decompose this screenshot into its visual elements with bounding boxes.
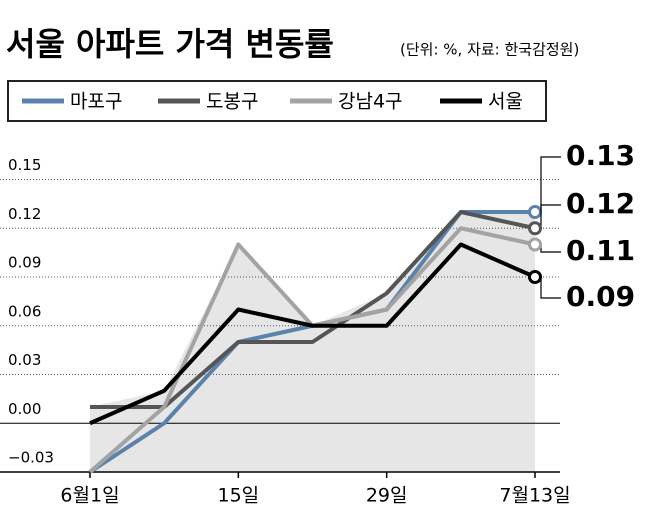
- chart-subtitle: (단위: %, 자료: 한국감정원): [400, 41, 579, 59]
- end-marker: [528, 205, 542, 219]
- legend-label: 마포구: [70, 91, 122, 113]
- label-connector: [540, 244, 561, 253]
- label-connector: [540, 204, 561, 229]
- x-tick-label: 7월13일: [499, 485, 570, 507]
- label-connector: [540, 156, 561, 212]
- y-tick-label: −0.03: [8, 449, 54, 467]
- label-connector: [540, 277, 561, 299]
- y-tick-label: 0.00: [8, 400, 41, 418]
- x-tick-label: 29일: [366, 485, 408, 507]
- legend-label: 강남4구: [338, 91, 403, 113]
- y-tick-label: 0.06: [8, 302, 41, 320]
- value-label: 0.09: [566, 280, 635, 313]
- end-marker: [528, 270, 542, 284]
- y-tick-label: 0.09: [8, 254, 41, 272]
- end-marker: [528, 237, 542, 252]
- value-label: 0.11: [566, 234, 635, 267]
- value-label: 0.12: [566, 187, 635, 220]
- y-tick-label: 0.15: [8, 156, 41, 174]
- legend-box: [7, 80, 547, 122]
- y-tick-label: 0.12: [8, 205, 41, 223]
- legend-label: 서울: [488, 91, 523, 113]
- value-label: 0.13: [566, 139, 635, 172]
- x-tick-label: 15일: [217, 485, 259, 507]
- x-tick-label: 6월1일: [60, 485, 119, 507]
- y-tick-label: 0.03: [8, 351, 41, 369]
- legend-label: 도봉구: [206, 91, 258, 113]
- chart-title: 서울 아파트 가격 변동률: [6, 25, 334, 63]
- end-marker: [528, 221, 542, 236]
- line: [89, 242, 536, 426]
